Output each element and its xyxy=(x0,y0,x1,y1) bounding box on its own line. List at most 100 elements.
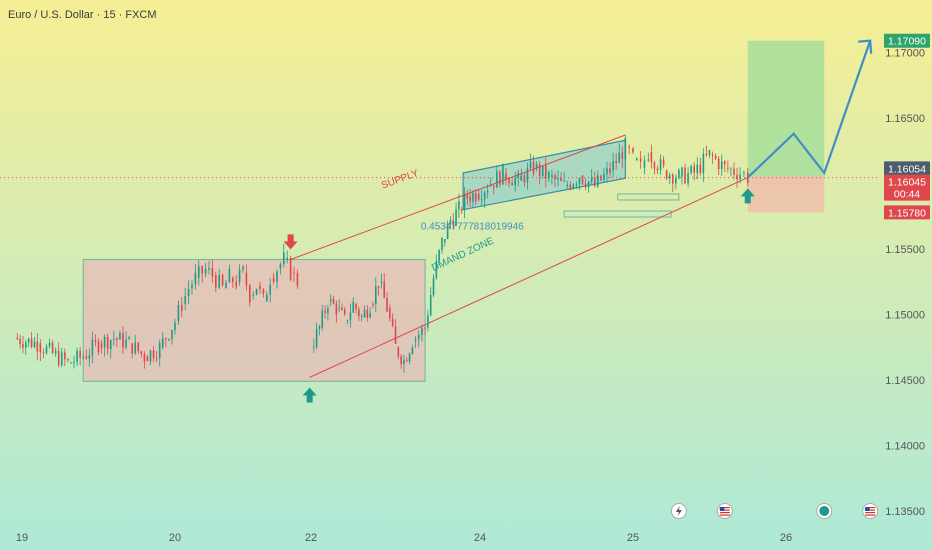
price-label-bg xyxy=(884,186,930,201)
us-flag-icon[interactable] xyxy=(862,503,879,519)
candle-body xyxy=(538,164,541,177)
candle-body xyxy=(643,160,646,168)
candle-body xyxy=(603,174,605,181)
candle-body xyxy=(174,322,176,330)
globe-icon[interactable] xyxy=(816,503,833,519)
price-label: 1.15780 xyxy=(888,207,926,219)
candle-body xyxy=(64,352,66,360)
candle-body xyxy=(51,342,54,353)
candle-body xyxy=(208,267,210,270)
candle-body xyxy=(668,174,671,179)
candle-body xyxy=(496,171,498,188)
candle-body xyxy=(720,161,723,170)
candle-body xyxy=(408,353,411,362)
candle-body xyxy=(94,339,97,342)
candle-body xyxy=(394,325,397,344)
candle-body xyxy=(332,299,335,304)
candle-body xyxy=(125,339,127,348)
candle-body xyxy=(403,359,405,365)
candle-body xyxy=(266,294,268,302)
candle-body xyxy=(446,223,449,239)
y-tick-label: 1.16500 xyxy=(885,113,925,125)
candle-body xyxy=(119,332,121,340)
candle-body xyxy=(191,284,193,289)
candle-body xyxy=(424,327,426,329)
candle-body xyxy=(460,209,463,211)
x-tick-label: 25 xyxy=(627,532,639,544)
price-label-bg xyxy=(884,205,930,220)
candle-body xyxy=(286,257,288,260)
candle-body xyxy=(335,303,338,315)
y-tick-label: 1.13500 xyxy=(885,506,925,518)
candle-body xyxy=(33,341,36,347)
candle-body xyxy=(225,282,227,289)
candle-body xyxy=(560,177,562,181)
y-tick-label: 1.14000 xyxy=(885,441,925,453)
candle-body xyxy=(318,326,321,329)
candle-body xyxy=(327,308,329,314)
candle-body xyxy=(489,185,492,187)
candle-body xyxy=(455,209,457,226)
candle-body xyxy=(612,161,614,171)
candle-body xyxy=(140,351,143,355)
candle-body xyxy=(143,354,146,362)
candle-body xyxy=(54,350,57,354)
candle-body xyxy=(358,309,360,317)
candle-body xyxy=(405,360,408,362)
candle-body xyxy=(609,168,611,174)
candle-body xyxy=(624,137,627,159)
us-flag-icon[interactable] xyxy=(716,503,733,519)
candle-body xyxy=(587,181,590,188)
candle-body xyxy=(647,159,650,161)
candle-body xyxy=(377,286,380,288)
candle-body xyxy=(472,193,474,202)
up-arrow xyxy=(302,387,317,403)
candle-body xyxy=(628,146,630,149)
candle-body xyxy=(502,163,504,185)
candle-body xyxy=(363,309,366,318)
candle-body xyxy=(508,179,510,184)
candle-body xyxy=(411,347,414,354)
candle-body xyxy=(429,295,432,316)
candle-body xyxy=(477,193,480,200)
candle-body xyxy=(106,336,109,350)
candle-body xyxy=(699,164,702,174)
projection-path xyxy=(746,40,872,179)
candle-body xyxy=(544,165,547,179)
candle-body xyxy=(548,172,550,179)
candle-body xyxy=(523,175,526,183)
candle-body xyxy=(687,173,689,184)
candle-body xyxy=(581,175,584,184)
candle-body xyxy=(109,340,112,350)
candle-body xyxy=(572,184,575,189)
candle-body xyxy=(269,284,271,295)
candle-body xyxy=(161,338,164,348)
demand-line xyxy=(309,177,748,378)
candle-body xyxy=(349,312,352,321)
lightning-icon[interactable] xyxy=(670,503,687,519)
candle-body xyxy=(30,338,33,347)
stop-zone xyxy=(747,176,825,213)
candle-body xyxy=(714,155,717,159)
price-label: 1.16054 xyxy=(888,163,926,175)
candle-body xyxy=(529,161,532,169)
candle-body xyxy=(681,167,683,177)
candle-body xyxy=(100,343,103,348)
candle-body xyxy=(386,297,388,312)
candle-body xyxy=(289,257,292,281)
candle-body xyxy=(315,328,318,347)
candle-body xyxy=(671,174,674,184)
candle-body xyxy=(201,266,203,274)
candle-body xyxy=(70,362,72,364)
candle-body xyxy=(452,220,455,226)
candle-body xyxy=(383,281,386,298)
candle-body xyxy=(483,192,486,200)
candle-body xyxy=(149,350,152,362)
retest-box xyxy=(617,193,680,201)
candle-body xyxy=(566,184,569,187)
candle-body xyxy=(91,339,94,356)
candle-body xyxy=(693,166,695,173)
up-arrow-2 xyxy=(740,188,755,204)
x-tick-label: 19 xyxy=(16,532,28,544)
